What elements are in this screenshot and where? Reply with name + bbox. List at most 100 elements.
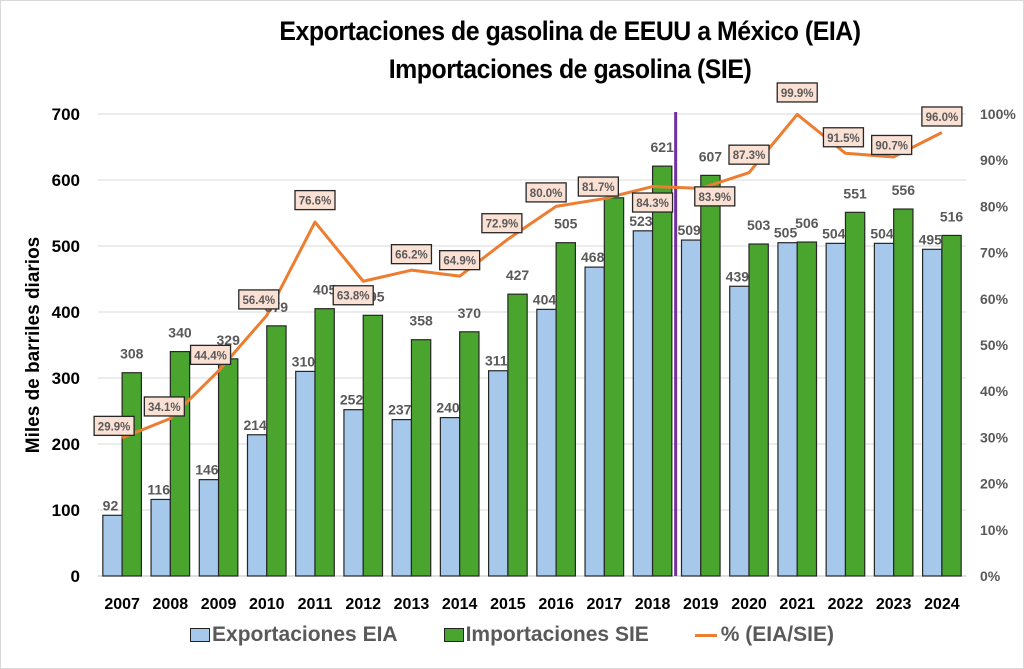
x-tick-label: 2019 <box>683 596 719 613</box>
ratio-label: 56.4% <box>238 289 280 310</box>
legend-item-importaciones[interactable]: Importaciones SIE <box>443 623 649 647</box>
label-exportaciones: 237 <box>388 402 412 418</box>
label-exportaciones: 468 <box>581 249 605 265</box>
ratio-label-box <box>525 182 567 203</box>
ratio-label-box <box>332 285 374 306</box>
ratio-label-box <box>631 192 674 213</box>
label-importaciones: 308 <box>120 346 144 362</box>
ratio-label-box <box>439 250 481 271</box>
x-tick-label: 2009 <box>201 596 237 613</box>
bar-exportaciones <box>873 242 895 577</box>
label-importaciones: 405 <box>313 282 337 298</box>
label-exportaciones: 505 <box>774 225 798 241</box>
ratio-label-text: 90.7% <box>875 140 908 152</box>
bar-importaciones <box>507 293 528 577</box>
chart-title-line-1: Exportaciones de gasolina de EEUU a Méxi… <box>279 16 861 46</box>
legend-label: Exportaciones EIA <box>212 623 398 646</box>
label-importaciones: 505 <box>554 216 578 232</box>
legend-label: % (EIA/SIE) <box>720 623 834 646</box>
ratio-label-text: 91.5% <box>827 133 860 145</box>
bar-importaciones <box>314 308 335 577</box>
ratio-label-text: 81.7% <box>582 182 615 194</box>
label-exportaciones: 504 <box>870 225 894 241</box>
ratio-label: 87.3% <box>728 144 770 165</box>
legend-item-exportaciones[interactable]: Exportaciones EIA <box>190 623 398 647</box>
bar-importaciones <box>941 234 962 577</box>
y2-tick-label: 30% <box>980 429 1009 445</box>
x-tick-label: 2020 <box>731 596 767 613</box>
ratio-label-box <box>238 289 280 310</box>
y2-tick-label: 60% <box>980 291 1009 307</box>
label-importaciones: 506 <box>795 215 819 231</box>
ratio-label-text: 84.3% <box>636 198 669 210</box>
ratio-label-box <box>390 244 433 265</box>
ratio-label: 66.2% <box>390 244 433 265</box>
bar-exportaciones <box>488 370 509 577</box>
ratio-label-box <box>93 415 135 437</box>
x-tick-label: 2007 <box>104 596 140 613</box>
x-tick-label: 2011 <box>298 596 333 613</box>
label-exportaciones: 504 <box>822 225 846 241</box>
ratio-label-text: 76.6% <box>299 196 332 208</box>
ratio-label-text: 44.4% <box>194 350 227 362</box>
ratio-label-text: 66.2% <box>395 250 428 262</box>
label-importaciones: 503 <box>747 217 771 233</box>
bar-importaciones <box>555 242 576 577</box>
label-importaciones: 607 <box>699 148 723 164</box>
legend-swatch-green <box>443 628 464 642</box>
label-importaciones: 516 <box>940 208 964 224</box>
x-tick-label: 2013 <box>394 596 430 613</box>
label-exportaciones: 311 <box>485 353 508 369</box>
bar-exportaciones <box>632 230 654 577</box>
ratio-label-box <box>294 189 336 211</box>
legend-swatch-blue <box>190 628 211 642</box>
ratio-label-text: 56.4% <box>242 295 275 307</box>
x-tick-label: 2016 <box>538 596 574 613</box>
label-importaciones: 551 <box>843 185 867 201</box>
ratio-label: 80.0% <box>525 182 567 203</box>
label-exportaciones: 523 <box>629 213 653 229</box>
y2-tick-label: 20% <box>980 476 1009 492</box>
ratio-label-box <box>481 213 523 234</box>
bar-importaciones <box>410 339 432 577</box>
ratio-label-text: 34.1% <box>148 402 181 414</box>
ratio-label: 44.4% <box>189 344 232 366</box>
ratio-label-box <box>921 106 963 127</box>
bar-exportaciones <box>536 308 557 577</box>
bar-importaciones <box>459 331 480 577</box>
ratio-label-box <box>728 144 770 165</box>
ratio-label-box <box>577 176 619 197</box>
ratio-label-text: 64.9% <box>443 256 476 268</box>
legend-item-ratio[interactable]: % (EIA/SIE) <box>694 623 834 647</box>
bar-importaciones <box>362 314 384 577</box>
x-tick-label: 2024 <box>924 596 960 613</box>
ratio-label-text: 87.3% <box>733 150 766 162</box>
x-tick-label: 2010 <box>249 596 285 613</box>
y2-tick-label: 50% <box>980 337 1009 353</box>
x-tick-label: 2023 <box>876 596 912 613</box>
x-tick-label: 2022 <box>828 596 864 613</box>
bar-importaciones <box>217 358 239 577</box>
bar-importaciones <box>603 197 625 577</box>
label-exportaciones: 116 <box>147 481 170 497</box>
label-importaciones: 556 <box>892 182 916 198</box>
ratio-label-text: 83.9% <box>698 192 731 204</box>
ratio-label-box <box>189 344 232 366</box>
ratio-label-box <box>871 134 913 156</box>
label-exportaciones: 240 <box>436 400 460 416</box>
ratio-label: 84.3% <box>631 192 674 213</box>
bar-exportaciones <box>150 498 171 577</box>
ratio-label-text: 80.0% <box>530 188 563 200</box>
ratio-label-text: 29.9% <box>98 421 131 433</box>
y2-tick-label: 90% <box>980 152 1009 168</box>
label-exportaciones: 439 <box>726 268 750 284</box>
bar-importaciones <box>266 325 287 577</box>
y2-tick-label: 80% <box>980 198 1009 214</box>
bar-importaciones <box>893 208 914 577</box>
ratio-label: 91.5% <box>822 127 865 148</box>
bar-importaciones <box>700 174 721 577</box>
ratio-line <box>121 112 943 440</box>
y-tick-label: 600 <box>52 171 80 190</box>
y-tick-label: 300 <box>52 369 80 388</box>
